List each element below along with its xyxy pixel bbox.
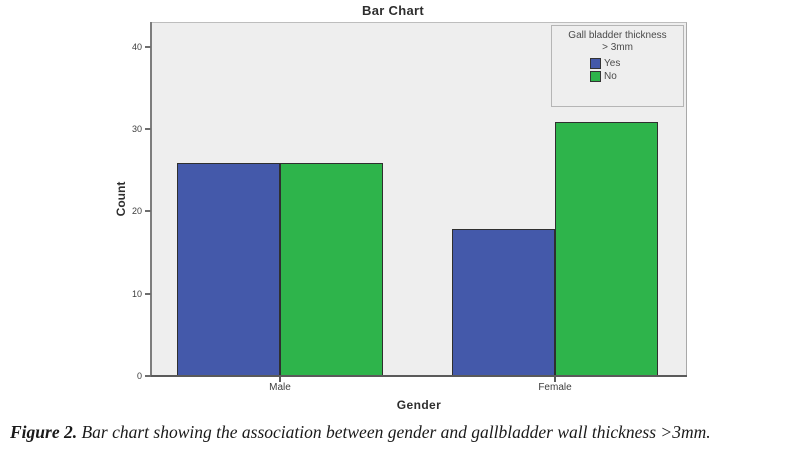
legend-title-line1: Gall bladder thickness <box>568 30 667 41</box>
figure-caption-label: Figure 2. <box>10 422 78 442</box>
bar-male-no <box>280 163 383 377</box>
bar-female-no <box>555 122 658 377</box>
bar-female-yes <box>452 229 555 377</box>
x-tick-mark-female <box>554 377 556 382</box>
x-tick-mark-male <box>279 377 281 382</box>
plot-area: Gall bladder thickness > 3mm Yes No <box>152 22 687 377</box>
legend-label-yes: Yes <box>604 58 621 69</box>
y-tick-label-40: 40 <box>131 41 142 52</box>
figure-caption: Figure 2. Bar chart showing the associat… <box>10 419 790 445</box>
y-tick-mark-40 <box>145 45 151 48</box>
legend-label-no: No <box>604 71 617 82</box>
legend-title: Gall bladder thickness > 3mm <box>552 30 683 54</box>
y-tick-mark-20 <box>145 210 151 213</box>
legend-rows: Yes No <box>590 57 683 83</box>
y-tick-label-20: 20 <box>131 206 142 217</box>
legend-title-line2: > 3mm <box>602 42 633 53</box>
y-tick-label-30: 30 <box>131 124 142 135</box>
y-tick-label-0: 0 <box>136 371 142 381</box>
figure-caption-text: Bar chart showing the association betwee… <box>81 422 711 442</box>
legend-item-yes: Yes <box>590 57 683 70</box>
chart-title: Bar Chart <box>362 3 424 18</box>
x-axis-title: Gender <box>396 398 442 412</box>
legend-swatch-no-icon <box>590 71 601 82</box>
bar-male-yes <box>177 163 280 377</box>
legend: Gall bladder thickness > 3mm Yes No <box>551 25 684 107</box>
legend-item-no: No <box>590 70 683 83</box>
y-axis-line <box>150 22 152 377</box>
x-tick-label-female: Female <box>538 382 572 393</box>
y-tick-mark-10 <box>145 292 151 295</box>
x-tick-label-male: Male <box>269 382 291 393</box>
legend-swatch-yes-icon <box>590 58 601 69</box>
y-tick-label-10: 10 <box>131 288 142 299</box>
y-tick-mark-0 <box>145 375 151 377</box>
x-axis-line <box>150 375 687 377</box>
y-tick-mark-30 <box>145 128 151 131</box>
